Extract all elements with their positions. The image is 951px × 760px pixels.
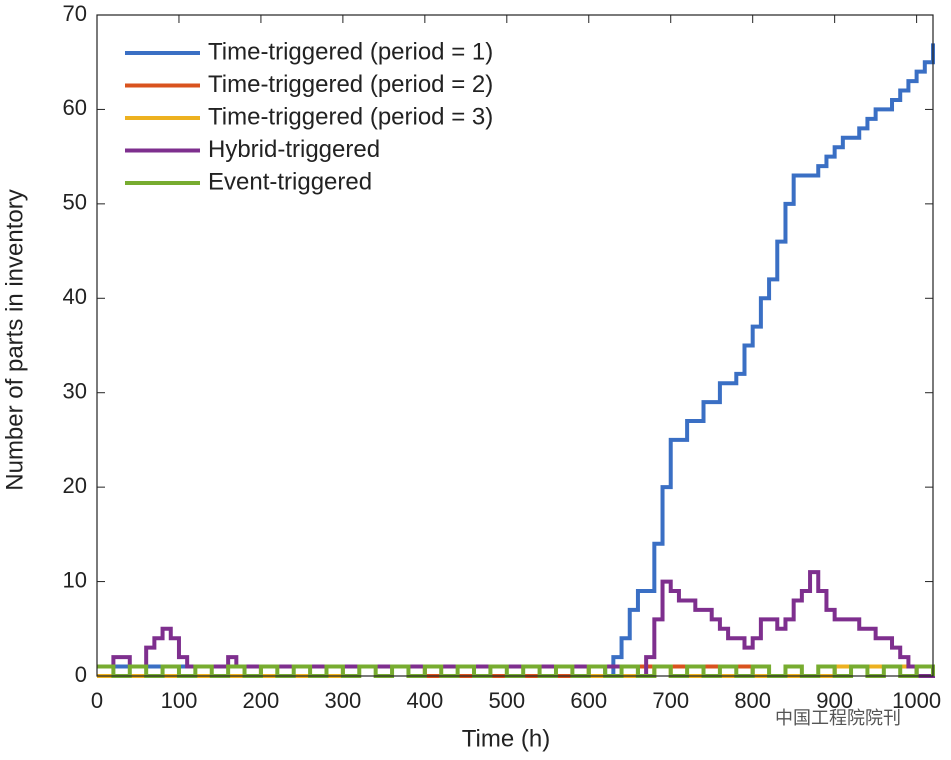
x-tick-label: 700: [652, 688, 689, 713]
legend-label: Time-triggered (period = 3): [208, 103, 493, 130]
series-line: [97, 43, 935, 678]
y-tick-label: 20: [63, 473, 87, 498]
y-tick-label: 10: [63, 567, 87, 592]
y-tick-label: 40: [63, 284, 87, 309]
x-tick-label: 1000: [892, 688, 941, 713]
y-tick-label: 70: [63, 1, 87, 26]
legend-label: Time-triggered (period = 1): [208, 38, 493, 65]
x-tick-label: 200: [243, 688, 280, 713]
y-tick-label: 50: [63, 190, 87, 215]
legend-label: Hybrid-triggered: [208, 136, 380, 163]
y-tick-label: 30: [63, 379, 87, 404]
plot-frame: [96, 14, 934, 677]
x-tick-label: 500: [488, 688, 525, 713]
x-tick-label: 800: [734, 688, 771, 713]
legend-label: Event-triggered: [208, 168, 372, 195]
x-tick-label: 100: [161, 688, 198, 713]
series-line: [97, 570, 935, 678]
legend-label: Time-triggered (period = 2): [208, 71, 493, 98]
x-axis-label: Time (h): [462, 725, 550, 752]
x-tick-label: 400: [406, 688, 443, 713]
x-tick-label: 0: [91, 688, 103, 713]
y-axis-label: Number of parts in inventory: [1, 189, 28, 490]
watermark: 中国工程院院刊: [775, 708, 901, 728]
x-tick-label: 300: [325, 688, 362, 713]
x-tick-label: 900: [816, 688, 853, 713]
y-tick-label: 0: [75, 662, 87, 687]
x-tick-label: 600: [570, 688, 607, 713]
y-tick-label: 60: [63, 95, 87, 120]
